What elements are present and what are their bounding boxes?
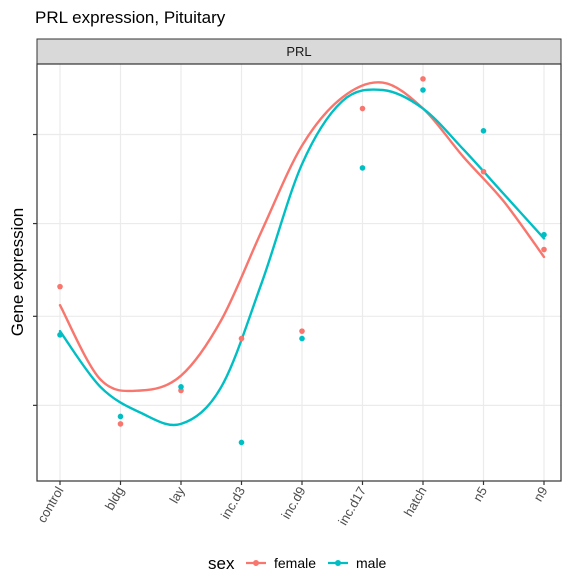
- legend-label-male: male: [356, 555, 387, 571]
- point-female-inc.d9: [299, 328, 305, 334]
- point-female-control: [57, 283, 63, 290]
- point-male-inc.d17: [359, 165, 366, 171]
- smooth-line-female: [58, 81, 546, 393]
- point-female-bldg: [117, 421, 124, 427]
- point-female-inc.d3: [238, 335, 245, 342]
- data-points: [57, 76, 547, 446]
- point-male-lay: [178, 384, 184, 390]
- point-female-n9: [541, 246, 547, 253]
- legend-title: sex: [208, 554, 235, 573]
- plot-panel-border: [36, 63, 562, 482]
- facet-strip: [36, 38, 562, 65]
- x-tick-label-control: control: [34, 484, 67, 525]
- point-male-inc.d9: [299, 335, 305, 342]
- x-tick-label-bldg: bldg: [102, 484, 127, 513]
- y-axis-label: Gene expression: [8, 208, 27, 337]
- x-axis-labels: control bldg lay inc.d3 inc.d9 inc.d17 hatch n5…: [34, 484, 551, 528]
- grid: [37, 64, 561, 481]
- point-male-inc.d3: [238, 439, 245, 446]
- x-tick-label-inc.d17: inc.d17: [335, 484, 369, 528]
- x-tick-label-inc.d3: inc.d3: [218, 484, 248, 522]
- legend-item-male: male: [328, 555, 387, 571]
- point-female-n5: [480, 168, 487, 175]
- facet-label: PRL: [286, 44, 311, 59]
- legend-label-female: female: [274, 555, 316, 571]
- legend: sex female male: [208, 554, 387, 573]
- x-tick-label-inc.d9: inc.d9: [278, 484, 308, 522]
- smooth-lines: [58, 81, 546, 427]
- legend-key-dot-female: [253, 560, 259, 566]
- point-male-bldg: [117, 413, 124, 420]
- x-axis-ticks: [59, 481, 545, 485]
- x-tick-label-n5: n5: [470, 484, 490, 504]
- point-male-n5: [480, 128, 487, 134]
- x-tick-label-lay: lay: [166, 484, 188, 506]
- point-male-control: [57, 332, 63, 338]
- legend-key-dot-male: [335, 560, 341, 566]
- point-male-hatch: [420, 87, 426, 93]
- point-male-n9: [541, 231, 547, 238]
- x-tick-label-n9: n9: [530, 484, 550, 504]
- x-tick-label-hatch: hatch: [401, 484, 430, 519]
- legend-item-female: female: [246, 555, 316, 571]
- smooth-line-male: [58, 88, 546, 427]
- y-axis-ticks: [33, 133, 37, 406]
- point-female-hatch: [420, 76, 426, 82]
- chart-title: PRL expression, Pituitary: [35, 8, 226, 27]
- point-female-inc.d17: [359, 105, 366, 112]
